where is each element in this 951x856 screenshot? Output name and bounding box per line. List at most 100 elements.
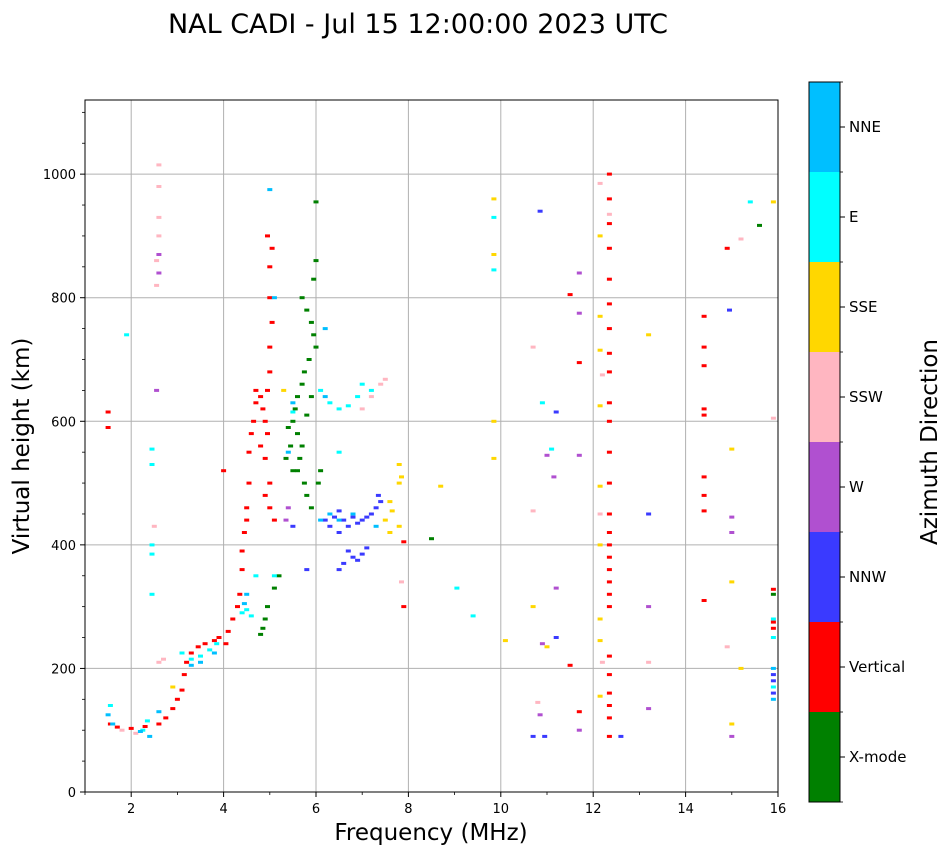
data-point-vertical	[258, 444, 264, 448]
data-point-vertical	[576, 361, 582, 365]
data-point-w	[154, 388, 160, 392]
data-point-e	[770, 617, 776, 621]
colorbar: X-mode Vertical NNW W SSW SSE E NNE	[808, 81, 906, 803]
data-point-vertical	[269, 246, 275, 250]
data-point-vertical	[401, 605, 407, 609]
data-point-vertical	[606, 512, 612, 516]
data-point-nnw	[350, 555, 356, 559]
data-point-vertical	[606, 543, 612, 547]
data-point-nnw	[530, 734, 536, 738]
data-point-ssw	[378, 382, 384, 386]
data-point-sse	[396, 463, 402, 466]
y-tick-label: 1000	[43, 168, 76, 183]
data-point-vertical	[606, 531, 612, 534]
data-point-e	[207, 648, 213, 652]
data-point-sse	[646, 333, 652, 337]
data-point-vertical	[262, 493, 268, 497]
data-point-vertical	[271, 518, 277, 522]
data-point-sse	[544, 645, 550, 649]
data-point-nne	[267, 188, 273, 192]
x-tick-label: 2	[127, 802, 135, 817]
colorbar-label: W	[849, 478, 864, 496]
data-point-vertical	[265, 234, 270, 238]
data-point-nnw	[304, 568, 310, 572]
data-point-sse	[438, 484, 444, 488]
data-point-nnw	[553, 410, 559, 414]
data-point-w	[537, 713, 543, 717]
data-point-vertical	[267, 345, 273, 349]
data-point-x-mode	[295, 432, 300, 436]
data-point-nnw	[345, 524, 351, 528]
colorbar-frame	[808, 81, 841, 803]
data-point-nne	[137, 730, 143, 733]
data-point-vertical	[567, 663, 573, 667]
colorbar-segment-w	[809, 442, 840, 532]
data-point-sse	[491, 253, 497, 256]
data-point-vertical	[105, 410, 111, 414]
x-axis-ticks: 2 4 6 8 10 12 14 16	[84, 792, 786, 817]
data-point-x-mode	[262, 617, 268, 621]
data-point-sse	[597, 639, 603, 643]
x-tick-label: 6	[312, 802, 320, 817]
data-point-vertical	[701, 345, 707, 349]
data-point-vertical	[211, 639, 217, 643]
data-point-vertical	[225, 629, 231, 633]
data-point-vertical	[221, 469, 227, 473]
data-point-vertical	[216, 636, 222, 639]
colorbar-label: SSE	[849, 298, 878, 316]
data-point-x-mode	[271, 586, 277, 590]
data-point-ssw	[646, 660, 652, 664]
y-axis-ticks: 0 200 400 600 800 1000	[43, 111, 85, 801]
data-point-e	[747, 200, 753, 204]
data-point-x-mode	[770, 592, 776, 596]
data-point-sse	[491, 419, 497, 423]
data-point-vertical	[262, 456, 268, 460]
data-point-vertical	[606, 734, 612, 738]
data-point-e	[144, 719, 150, 723]
data-point-vertical	[606, 673, 612, 677]
data-point-e	[149, 463, 155, 466]
data-point-nnw	[770, 673, 776, 677]
data-point-vertical	[701, 493, 707, 497]
data-point-nnw	[290, 524, 296, 528]
data-point-ssw	[156, 163, 162, 167]
data-point-e	[244, 608, 250, 612]
data-point-x-mode	[285, 426, 291, 429]
data-point-nnw	[336, 509, 342, 513]
data-point-vertical	[770, 620, 776, 624]
data-point-sse	[387, 531, 393, 534]
colorbar-segment-vertical	[809, 622, 840, 712]
data-point-vertical	[606, 401, 612, 405]
data-point-vertical	[237, 592, 243, 596]
data-point-x-mode	[301, 370, 307, 374]
data-point-nne	[318, 518, 324, 522]
data-point-sse	[170, 685, 176, 689]
data-point-nne	[285, 450, 291, 454]
data-point-w	[729, 515, 735, 519]
data-point-vertical	[401, 540, 407, 544]
data-point-vertical	[241, 531, 247, 534]
data-point-e	[491, 268, 497, 272]
data-point-nnw	[618, 734, 624, 738]
data-point-sse	[597, 484, 603, 488]
data-point-vertical	[248, 432, 254, 436]
data-point-ssw	[599, 373, 605, 377]
x-tick-label: 8	[404, 802, 412, 817]
data-point-vertical	[606, 654, 612, 658]
data-point-ssw	[156, 185, 162, 188]
data-point-vertical	[267, 481, 273, 485]
data-point-vertical	[606, 605, 612, 609]
data-point-nnw	[336, 568, 342, 572]
data-point-sse	[729, 580, 735, 584]
data-point-ssw	[535, 700, 541, 704]
data-point-vertical	[265, 432, 270, 436]
data-point-x-mode	[290, 419, 296, 423]
data-point-sse	[382, 518, 388, 522]
data-point-ssw	[599, 660, 605, 664]
data-point-ssw	[597, 181, 603, 185]
colorbar-segment-sse	[809, 262, 840, 352]
data-point-vertical	[701, 509, 707, 513]
data-point-ssw	[154, 283, 160, 287]
data-point-vertical	[253, 401, 259, 405]
chart-title: NAL CADI - Jul 15 12:00:00 2023 UTC	[168, 9, 668, 40]
